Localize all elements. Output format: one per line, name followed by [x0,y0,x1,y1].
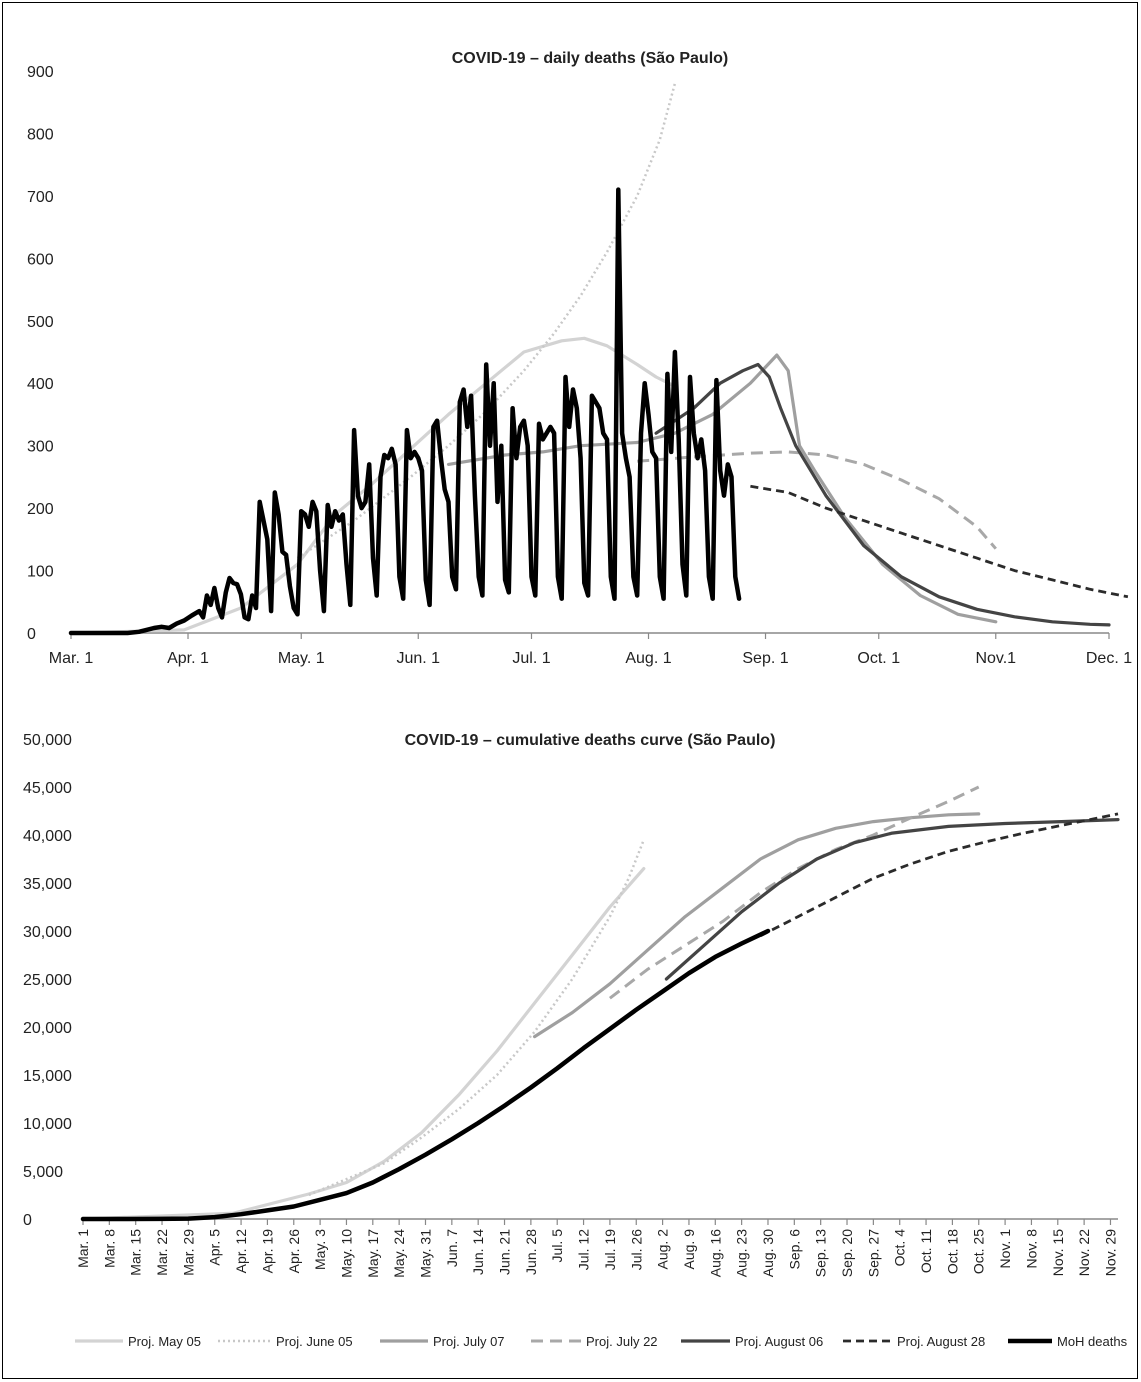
daily-deaths-chart: COVID-19 – daily deaths (São Paulo) 0 100… [27,50,1132,667]
x-tick-label: Sep. 27 [865,1229,881,1277]
series-line-moh [80,928,771,1222]
x-tick-label: Nov. 8 [1023,1229,1039,1269]
x-tick-label: Oct. 1 [857,650,900,667]
series-line-proj-july22 [608,785,980,1000]
x-tick-label: Aug. 16 [707,1229,723,1277]
x-tick-label: Apr. 1 [167,650,209,667]
series-line-proj-aug06 [654,362,1111,627]
x-tick-label: Apr. 5 [207,1229,223,1266]
y-tick-label: 0 [23,1212,32,1229]
x-tick-label: May. 31 [417,1229,433,1278]
x-tick-label: Apr. 26 [286,1229,302,1274]
x-tick-label: Mar. 8 [101,1229,117,1268]
x-tick-label: May. 24 [391,1229,407,1278]
y-tick-label: 200 [27,501,54,518]
legend-label: Proj. July 07 [433,1334,505,1349]
x-tick-label: Apr. 19 [259,1229,275,1274]
series-line-proj-july07 [533,812,981,1039]
series-line-proj-june05 [308,839,645,1197]
x-tick-label: Nov.1 [975,650,1016,667]
x-tick-label: Jun. 21 [497,1229,513,1275]
series-line-proj-aug28 [750,484,1129,599]
x-tick-label: Nov. 15 [1050,1229,1066,1276]
y-tick-label: 0 [27,626,36,643]
legend-label: MoH deaths [1057,1334,1128,1349]
x-tick-label: Aug. 30 [760,1229,776,1277]
y-tick-label: 500 [27,314,54,331]
x-tick-label: Mar. 22 [154,1229,170,1276]
x-tick-label: Mar. 1 [49,650,94,667]
x-tick-label: Sep. 20 [839,1229,855,1277]
y-tick-label: 900 [27,64,54,81]
cumulative-chart-title: COVID-19 – cumulative deaths curve (São … [405,732,776,749]
x-tick-label: May. 10 [338,1229,354,1278]
y-tick-label: 100 [27,564,54,581]
y-tick-label: 50,000 [23,732,72,749]
x-tick-label: Sep. 6 [786,1229,802,1270]
figure-canvas: COVID-19 – daily deaths (São Paulo) 0 100… [23,50,1132,1349]
x-tick-label: May. 3 [312,1229,328,1270]
legend: Proj. May 05 Proj. June 05 Proj. July 07 Pr… [75,1334,1128,1349]
x-tick-label: Sep. 13 [813,1229,829,1277]
y-tick-label: 700 [27,189,54,206]
x-tick-label: Jul. 5 [549,1229,565,1263]
y-tick-label: 25,000 [23,972,72,989]
legend-label: Proj. July 22 [586,1334,658,1349]
y-tick-label: 400 [27,376,54,393]
x-tick-label: Jul. 1 [512,650,550,667]
legend-label: Proj. August 28 [897,1334,985,1349]
series-line-moh [68,187,742,636]
x-tick-label: Mar. 29 [180,1229,196,1276]
x-tick-label: Nov. 1 [997,1229,1013,1269]
x-tick-label: Jul. 12 [576,1229,592,1270]
daily-chart-title: COVID-19 – daily deaths (São Paulo) [452,50,729,67]
legend-label: Proj. May 05 [128,1334,201,1349]
y-tick-label: 45,000 [23,780,72,797]
x-tick-label: Mar. 15 [128,1229,144,1276]
y-tick-label: 40,000 [23,828,72,845]
y-tick-label: 35,000 [23,876,72,893]
x-tick-label: May. 1 [278,650,325,667]
y-tick-label: 800 [27,126,54,143]
y-tick-label: 15,000 [23,1068,72,1085]
x-tick-label: Jun. 14 [470,1229,486,1275]
y-tick-label: 600 [27,251,54,268]
x-tick-label: Jun. 28 [523,1229,539,1275]
x-tick-label: Sep. 1 [742,650,788,667]
x-tick-label: Oct. 18 [944,1229,960,1274]
x-tick-label: Oct. 25 [971,1229,987,1274]
y-tick-label: 30,000 [23,924,72,941]
legend-label: Proj. August 06 [735,1334,823,1349]
x-tick-label: Oct. 11 [918,1229,934,1273]
x-tick-label: Aug. 2 [655,1229,671,1270]
x-tick-label: Aug. 23 [734,1229,750,1277]
series-line-proj-may05 [81,867,646,1221]
legend-label: Proj. June 05 [276,1334,353,1349]
series-line-proj-aug06 [664,818,1120,981]
x-tick-label: Jun. 1 [396,650,440,667]
x-tick-label: Nov. 22 [1076,1229,1092,1276]
x-tick-label: Dec. 1 [1086,650,1132,667]
series-line-proj-july22 [637,450,997,550]
x-tick-label: Apr. 12 [233,1229,249,1274]
x-tick-label: Jul. 26 [628,1229,644,1270]
x-tick-label: Nov. 29 [1102,1229,1118,1276]
x-tick-label: Oct. 4 [892,1229,908,1267]
x-tick-label: Aug. 9 [681,1229,697,1270]
x-tick-label: Aug. 1 [625,650,671,667]
series-line-proj-july07 [446,353,998,624]
x-tick-label: May. 17 [365,1229,381,1278]
series-line-proj-aug28 [759,812,1119,938]
y-tick-label: 300 [27,439,54,456]
x-tick-label: Jun. 7 [444,1229,460,1267]
y-tick-label: 10,000 [23,1116,72,1133]
cumulative-deaths-chart: COVID-19 – cumulative deaths curve (São … [23,732,1120,1278]
y-tick-label: 20,000 [23,1020,72,1037]
x-tick-label: Mar. 1 [75,1229,91,1268]
y-tick-label: 5,000 [23,1164,63,1181]
x-tick-label: Jul. 19 [602,1229,618,1270]
